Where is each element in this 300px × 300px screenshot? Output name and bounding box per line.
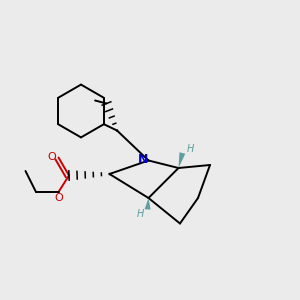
Polygon shape <box>145 198 151 210</box>
Text: O: O <box>54 193 63 203</box>
Text: N: N <box>138 153 148 166</box>
Text: H: H <box>136 209 144 219</box>
Polygon shape <box>178 152 185 168</box>
Text: O: O <box>47 152 56 163</box>
Text: H: H <box>187 144 194 154</box>
